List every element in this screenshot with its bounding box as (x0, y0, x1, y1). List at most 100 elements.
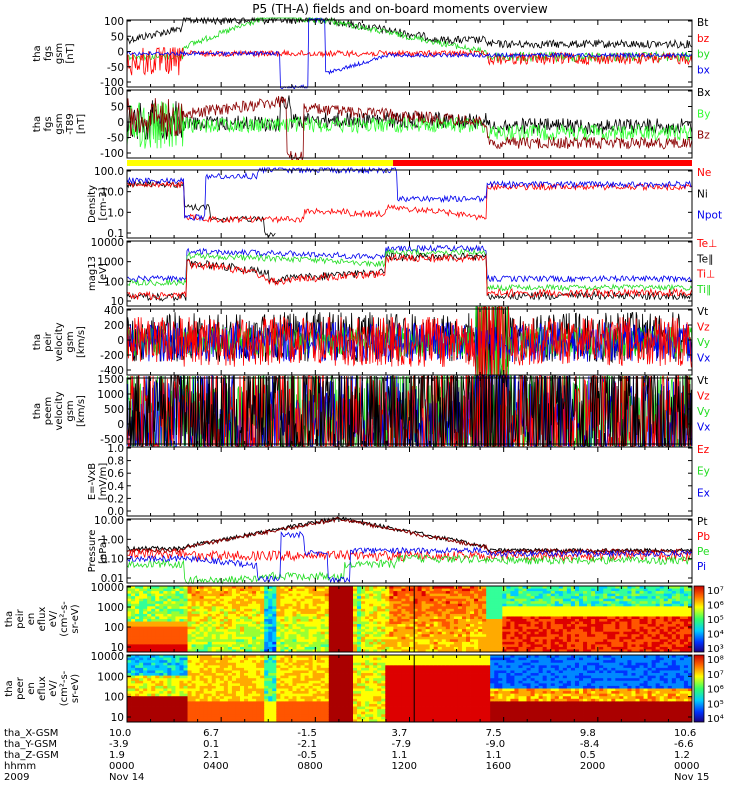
spectrogram-cell (660, 599, 664, 602)
spectrogram-cell (458, 632, 462, 635)
spectrogram-cell (220, 604, 224, 607)
spectrogram-cell (656, 616, 660, 619)
spectrogram-cell (151, 647, 155, 650)
spectrogram-cell (151, 609, 155, 612)
spectrogram-cell (615, 639, 619, 642)
spectrogram-cell (595, 637, 599, 640)
spectrogram-cell (611, 599, 615, 602)
spectrogram-cell (603, 609, 607, 612)
spectrogram-cell (680, 606, 684, 609)
spectrogram-cell (200, 639, 204, 642)
spectrogram-cell (631, 619, 635, 622)
spectrogram-cell (401, 639, 405, 642)
spectrogram-cell (676, 632, 680, 635)
spectrogram-cell (591, 619, 595, 622)
spectrogram-cell (486, 647, 490, 650)
spectrogram-cell (587, 644, 591, 647)
spectrogram-cell (656, 606, 660, 609)
spectrogram-cell (171, 668, 175, 671)
spectrogram-cell (397, 599, 401, 602)
spectrogram-cell (292, 594, 296, 597)
spectrogram-cell (212, 611, 216, 614)
spectrogram-cell (466, 647, 470, 650)
spectrogram-cell (175, 689, 179, 692)
spectrogram-cell (220, 673, 224, 676)
spectrogram-cell (147, 658, 151, 661)
spectrogram-cell (260, 639, 264, 642)
spectrogram-cell (430, 639, 434, 642)
spectrogram-cell (422, 594, 426, 597)
spectrogram-cell (171, 704, 175, 707)
spectrogram-cell (240, 644, 244, 647)
spectrogram-cell (466, 606, 470, 609)
spectrogram-cell (212, 591, 216, 594)
spectrogram-cell (196, 660, 200, 663)
spectrogram-cell (252, 596, 256, 599)
spectrogram-cell (143, 712, 147, 715)
spectrogram-cell (438, 616, 442, 619)
spectrogram-cell (555, 614, 559, 617)
spectrogram-cell (292, 611, 296, 614)
spectrogram-cell (147, 714, 151, 717)
spectrogram-cell (397, 609, 401, 612)
spectrogram-cell (151, 689, 155, 692)
spectrogram-cell (292, 614, 296, 617)
spectrogram-cell (184, 604, 188, 607)
spectrogram-cell (478, 632, 482, 635)
spectrogram-cell (567, 616, 571, 619)
spectrogram-cell (292, 619, 296, 622)
spectrogram-cell (309, 606, 313, 609)
spectrogram-cell (627, 609, 631, 612)
spectrogram-cell (188, 609, 192, 612)
spectrogram-cell (426, 591, 430, 594)
spectrogram-cell (631, 644, 635, 647)
spectrogram-cell (208, 627, 212, 630)
spectrogram-cell (535, 619, 539, 622)
spectrogram-cell (567, 594, 571, 597)
spectrogram-cell (276, 642, 280, 645)
spectrogram-cell (260, 591, 264, 594)
spectrogram-cell (523, 591, 527, 594)
spectrogram-cell (563, 642, 567, 645)
spectrogram-cell (147, 632, 151, 635)
spectrogram-cell (434, 589, 438, 592)
spectrogram-cell (559, 596, 563, 599)
spectrogram-cell (159, 591, 163, 594)
spectrogram-cell (506, 622, 510, 625)
spectrogram-cell (337, 611, 341, 614)
spectrogram-cell (623, 614, 627, 617)
spectrogram-cell (401, 647, 405, 650)
spectrogram-cell (486, 599, 490, 602)
spectrogram-cell (648, 594, 652, 597)
spectrogram-cell (313, 599, 317, 602)
spectrogram-cell (389, 616, 393, 619)
spectrogram-cell (377, 589, 381, 592)
spectrogram-cell (292, 589, 296, 592)
spectrogram-cell (506, 614, 510, 617)
spectrogram-cell (684, 642, 688, 645)
spectrogram-cell (401, 599, 405, 602)
spectrogram-cell (680, 624, 684, 627)
spectrogram-cell (159, 604, 163, 607)
spectrogram-cell (337, 637, 341, 640)
spectrogram-cell (284, 642, 288, 645)
spectrogram-cell (143, 678, 147, 681)
spectrogram-cell (179, 622, 183, 625)
spectrogram-cell (611, 624, 615, 627)
spectrogram-cell (442, 619, 446, 622)
spectrogram-cell (192, 676, 196, 679)
spectrogram-cell (377, 637, 381, 640)
y-tick-label: -50 (107, 133, 124, 145)
spectrogram-cell (381, 637, 385, 640)
spectrogram-cell (171, 694, 175, 697)
spectrogram-cell (418, 589, 422, 592)
spectrogram-cell (599, 609, 603, 612)
spectrogram-cell (325, 644, 329, 647)
spectrogram-cell (418, 647, 422, 650)
spectrogram-cell (599, 589, 603, 592)
legend-te⊥: Te⊥ (696, 238, 717, 250)
spectrogram-cell (212, 601, 216, 604)
spectrogram-cell (192, 644, 196, 647)
